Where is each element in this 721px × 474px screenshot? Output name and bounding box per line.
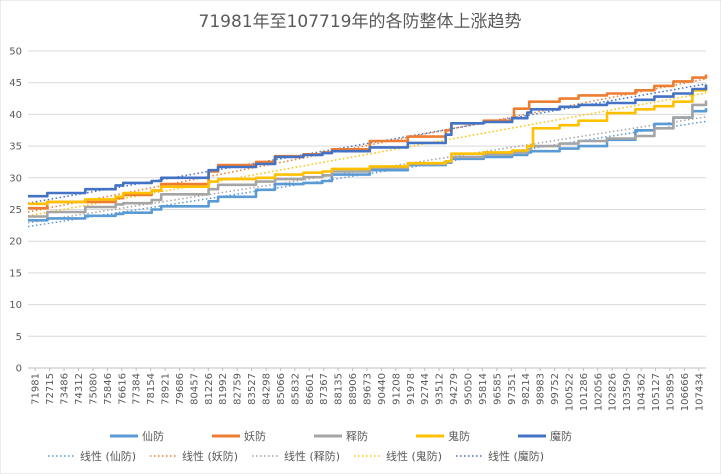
x-tick-label: 86601: [305, 373, 316, 405]
y-tick-label: 20: [9, 237, 22, 248]
x-tick-label: 89673: [363, 373, 374, 405]
x-tick-label: 105895: [665, 373, 676, 411]
y-tick-label: 30: [9, 173, 22, 184]
x-tick-label: 91208: [391, 373, 402, 405]
x-tick-label: 75846: [103, 373, 114, 405]
x-tick-label: 72715: [45, 373, 56, 405]
trendline: [27, 78, 707, 213]
legend-label: 线性 (妖防): [182, 449, 238, 463]
trendlines: [27, 78, 707, 228]
x-tick-label: 77384: [132, 373, 143, 405]
x-tick-label: 102826: [608, 373, 619, 411]
x-tick-label: 101286: [579, 373, 590, 411]
legend-label: 释防: [346, 429, 368, 443]
x-tick-label: 81992: [218, 373, 229, 405]
y-tick-label: 0: [16, 364, 22, 375]
y-tick-label: 10: [9, 300, 22, 311]
legend-label: 魔防: [550, 429, 572, 443]
x-tick-label: 87367: [319, 373, 330, 405]
data-series: [28, 74, 708, 222]
trendline: [27, 92, 707, 217]
x-tick-label: 99752: [550, 373, 561, 405]
legend-label: 线性 (仙防): [80, 449, 136, 463]
x-tick-label: 105127: [651, 373, 662, 411]
x-tick-label: 73486: [60, 373, 71, 405]
x-tick-label: 74312: [74, 373, 85, 405]
x-tick-label: 96585: [492, 373, 503, 405]
x-tick-label: 71981: [31, 373, 42, 405]
x-tick-label: 76616: [117, 373, 128, 405]
x-tick-label: 85832: [290, 373, 301, 405]
x-tick-label: 83527: [247, 373, 258, 405]
legend-label: 线性 (魔防): [488, 449, 544, 463]
x-tick-label: 79686: [175, 373, 186, 405]
trendline: [27, 83, 707, 204]
x-tick-label: 103590: [622, 373, 633, 411]
x-tick-label: 78921: [161, 373, 172, 405]
x-tick-label: 95050: [463, 373, 474, 405]
series-line: [28, 84, 708, 198]
y-tick-label: 50: [9, 47, 22, 58]
axes: 0 5 10 15 20 25 30 35 40 45 50 71981 72715 73486 74312…: [9, 47, 706, 411]
legend-label: 线性 (鬼防): [386, 449, 442, 463]
x-tick-label: 98214: [521, 373, 532, 405]
chart-title: 71981年至107719年的各防整体上涨趋势: [199, 12, 522, 32]
x-tick-label: 94279: [449, 373, 460, 405]
x-tick-label: 102056: [593, 373, 604, 411]
y-tick-label: 40: [9, 110, 22, 121]
x-tick-label: 91978: [406, 373, 417, 405]
x-tick-label: 90440: [377, 373, 388, 405]
x-tick-label: 82759: [233, 373, 244, 405]
y-tick-label: 25: [9, 205, 22, 216]
y-tick-label: 15: [9, 268, 22, 279]
x-tick-label: 80457: [189, 373, 200, 405]
legend-label: 线性 (释防): [284, 449, 340, 463]
x-tick-label: 92744: [420, 373, 431, 405]
legend-label: 仙防: [142, 429, 164, 443]
x-tick-label: 78154: [146, 373, 157, 405]
x-tick-label: 98983: [536, 373, 547, 405]
x-tick-label: 88906: [348, 373, 359, 405]
x-tick-label: 75080: [88, 373, 99, 405]
x-tick-label: 84298: [262, 373, 273, 405]
x-tick-label: 97351: [507, 373, 518, 405]
series-line: [28, 84, 708, 206]
x-tick-label: 85066: [276, 373, 287, 405]
y-tick-label: 5: [16, 332, 22, 343]
y-tick-label: 35: [9, 142, 22, 153]
legend-label: 鬼防: [448, 429, 470, 443]
y-tick-label: 45: [9, 78, 22, 89]
x-tick-label: 106666: [680, 373, 691, 411]
x-tick-label: 95814: [478, 373, 489, 405]
x-tick-label: 104362: [637, 373, 648, 411]
x-tick-label: 100522: [564, 373, 575, 411]
x-tick-label: 93512: [435, 373, 446, 405]
x-tick-label: 81226: [204, 373, 215, 405]
x-tick-label: 88135: [334, 373, 345, 405]
legend-label: 妖防: [244, 429, 266, 443]
x-tick-label: 107434: [694, 373, 705, 411]
